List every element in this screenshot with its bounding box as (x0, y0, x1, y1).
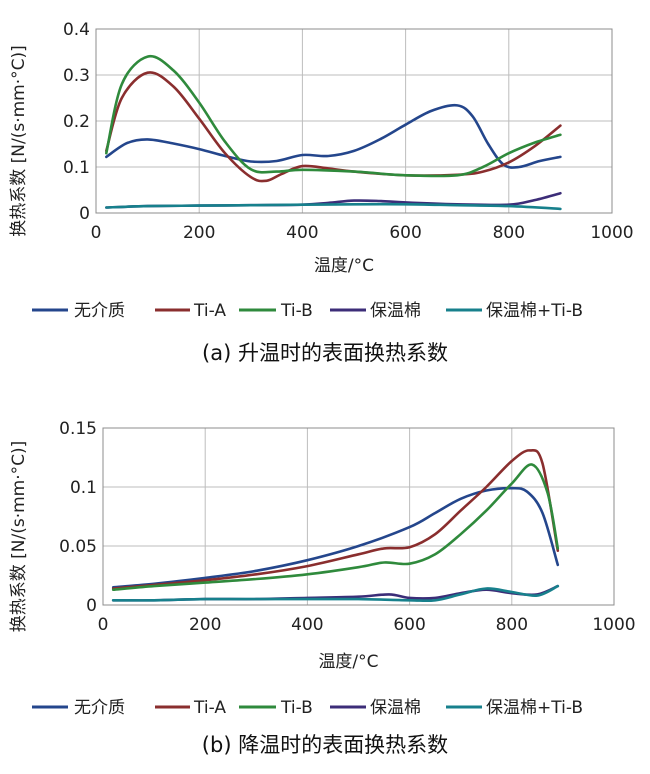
y-tick-label: 0.15 (59, 419, 97, 439)
x-tick-label: 400 (286, 223, 318, 243)
chart-b: 0 200 400 600 800 1000 0 0.05 0.1 0.15 温度/°C 换热系数 [… (9, 419, 636, 757)
y-tick-label: 0 (86, 596, 97, 616)
chart-a: 0 200 400 600 800 1000 0 0.1 0.2 0.3 0.4 温度/°C 换热系数 … (9, 20, 634, 365)
series-line (105, 71, 562, 183)
x-tick-label: 800 (496, 615, 528, 635)
plot-frame (102, 427, 615, 606)
y-axis-label: 换热系数 [N/(s·mm·°C)] (9, 441, 29, 633)
legend-label: 保温棉+Ti-B (486, 698, 583, 718)
legend-label: Ti-B (280, 698, 313, 718)
x-tick-label: 200 (189, 615, 221, 635)
chart-caption: (a) 升温时的表面换热系数 (202, 341, 448, 365)
series-line (105, 202, 562, 211)
legend-label: 无介质 (74, 301, 125, 321)
x-tick-label: 0 (98, 615, 109, 635)
legend-label: Ti-A (193, 698, 226, 718)
y-axis-label: 换热系数 [N/(s·mm·°C)] (9, 45, 29, 237)
x-tick-label: 1000 (592, 615, 635, 635)
x-tick-label: 600 (393, 615, 425, 635)
series-line (105, 103, 562, 169)
legend: 无介质 Ti-A Ti-B 保温棉 保温棉+Ti-B (32, 698, 583, 718)
x-tick-label: 600 (389, 223, 421, 243)
y-tick-label: 0.2 (63, 112, 90, 132)
y-tick-label: 0.1 (63, 158, 90, 178)
legend-label: Ti-B (280, 301, 313, 321)
legend-label: Ti-A (193, 301, 226, 321)
legend-label: 保温棉+Ti-B (486, 301, 583, 321)
legend: 无介质 Ti-A Ti-B 保温棉 保温棉+Ti-B (32, 301, 583, 321)
series-line (111, 584, 560, 603)
series-line (111, 448, 560, 590)
y-tick-label: 0.4 (63, 20, 90, 40)
x-tick-label: 800 (493, 223, 525, 243)
x-axis-label: 温度/°C (318, 652, 378, 672)
y-tick-label: 0.05 (59, 537, 97, 557)
y-tick-label: 0 (79, 204, 90, 224)
y-tick-label: 0.1 (70, 478, 97, 498)
x-tick-label: 400 (291, 615, 323, 635)
legend-label: 保温棉 (370, 301, 421, 321)
legend-label: 无介质 (74, 698, 125, 718)
series-line (105, 54, 562, 178)
x-axis-label: 温度/°C (314, 256, 374, 276)
chart-caption: (b) 降温时的表面换热系数 (202, 733, 448, 757)
y-tick-label: 0.3 (63, 66, 90, 86)
plot-frame (95, 28, 613, 214)
x-tick-label: 0 (91, 223, 102, 243)
x-tick-label: 200 (183, 223, 215, 243)
x-tick-label: 1000 (590, 223, 633, 243)
series-line (111, 486, 560, 589)
legend-label: 保温棉 (370, 698, 421, 718)
series-line (111, 463, 560, 591)
